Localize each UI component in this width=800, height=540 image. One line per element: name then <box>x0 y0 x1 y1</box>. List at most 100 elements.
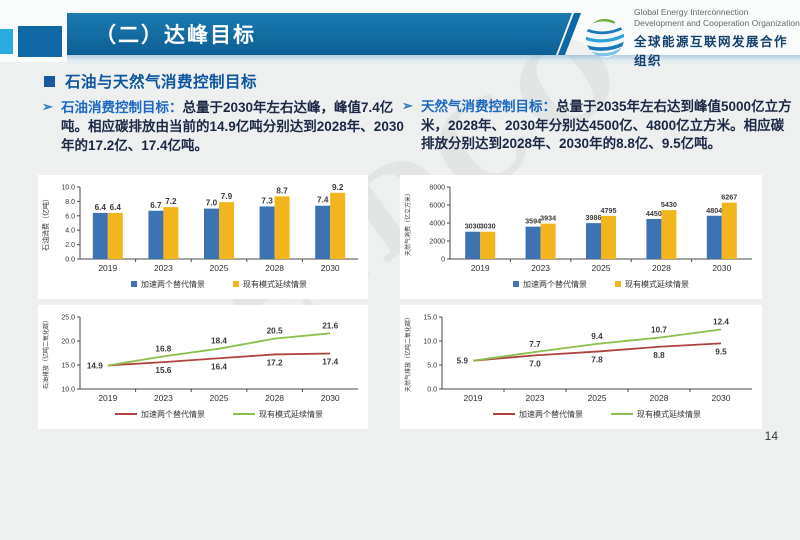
gas-consumption-bar-chart: 0 2000 4000 6000 8000 天然气消费（亿立方米） 2019 2023 2025… <box>404 185 752 289</box>
bar-value-label: 4450 <box>646 209 662 218</box>
legend-label: 加速两个替代情景 <box>141 279 205 289</box>
x-category-label: 2028 <box>650 393 669 403</box>
x-category-label: 2025 <box>210 393 229 403</box>
y-tick-label: 5.0 <box>427 363 437 370</box>
bar-value-label: 7.4 <box>317 196 329 205</box>
bar <box>646 218 662 259</box>
bar <box>92 212 108 259</box>
logo-text-en-line1: Global Energy Interconnection <box>633 7 749 17</box>
bar-value-label: 3030 <box>465 222 481 231</box>
point-value-label: 12.4 <box>713 317 729 326</box>
y-axis-label: 石油排放（亿吨二氧化碳） <box>42 317 50 389</box>
bar <box>540 223 556 259</box>
arrow-bullet-icon: ➢ <box>42 99 53 114</box>
bar <box>465 231 481 259</box>
bar-value-label: 4795 <box>601 206 617 215</box>
legend-marker <box>233 281 239 287</box>
bar <box>721 202 737 259</box>
x-category-label: 2023 <box>154 263 173 273</box>
gas-emissions-line-chart: 0.0 5.0 10.0 15.0 天然气排放（亿吨二氧化碳） 2019 2023 2025 2… <box>404 314 752 419</box>
point-value-label: 16.8 <box>155 344 171 353</box>
point-value-label: 17.4 <box>322 357 338 366</box>
oil-emissions-chart-panel: 10.0 15.0 20.0 25.0 石油排放（亿吨二氧化碳） 2019 2023 2025… <box>38 305 368 429</box>
point-value-label: 7.7 <box>529 340 541 349</box>
y-tick-label: 6.0 <box>65 213 75 220</box>
bar-value-label: 3986 <box>586 213 602 222</box>
bar-value-label: 7.2 <box>165 197 177 206</box>
x-category-label: 2019 <box>98 393 117 403</box>
bar <box>706 215 722 259</box>
geidco-logo: Global Energy Interconnection Developmen… <box>584 7 800 69</box>
y-tick-label: 2.0 <box>65 242 75 249</box>
x-category-label: 2030 <box>712 263 731 273</box>
y-tick-label: 25.0 <box>61 315 75 322</box>
logo-text-cn: 全球能源互联网发展合作组织 <box>633 35 788 69</box>
arrow-bullet-icon: ➢ <box>402 98 413 113</box>
y-axis-label: 石油消费（亿吨） <box>41 195 50 251</box>
y-tick-label: 10.0 <box>423 339 437 346</box>
y-tick-label: 10.0 <box>61 387 75 394</box>
line-series <box>107 352 331 367</box>
section-heading-text: 石油与天然气消费控制目标 <box>65 74 258 91</box>
bar-value-label: 3594 <box>525 217 541 226</box>
bar <box>204 208 219 259</box>
line-series <box>472 328 722 362</box>
y-tick-label: 8000 <box>429 185 445 192</box>
point-value-label: 20.5 <box>267 327 283 336</box>
bar-value-label: 7.0 <box>206 199 218 208</box>
bar <box>259 206 275 259</box>
bar-value-label: 6267 <box>721 193 737 202</box>
bar <box>274 196 290 259</box>
y-tick-label: 15.0 <box>423 315 437 322</box>
point-value-label: 10.7 <box>651 326 667 335</box>
point-value-label: 9.4 <box>591 332 603 341</box>
bar-value-label: 9.2 <box>332 183 344 192</box>
bar <box>315 205 331 259</box>
y-tick-label: 10.0 <box>61 185 75 192</box>
x-category-label: 2025 <box>210 263 229 273</box>
gas-target-bullet: ➢ 天然气消费控制目标：总量于2035年左右达到峰值5000亿立方米，2028年、… <box>402 98 795 154</box>
header-fade-strip <box>67 55 800 64</box>
x-category-label: 2025 <box>588 393 607 403</box>
bar <box>601 215 616 259</box>
point-value-label: 15.6 <box>155 366 171 375</box>
bar-value-label: 7.9 <box>221 192 233 201</box>
bar <box>163 207 179 259</box>
y-tick-label: 6000 <box>429 203 445 210</box>
point-value-label: 7.0 <box>529 359 541 368</box>
x-category-label: 2023 <box>531 263 550 273</box>
y-tick-label: 15.0 <box>61 363 75 370</box>
oil-consumption-chart-panel: 0.0 2.0 4.0 6.0 8.0 10.0 石油消费（亿吨） 2019 2023 2025 2… <box>38 175 368 299</box>
bar <box>586 223 601 259</box>
legend-label: 加速两个替代情景 <box>523 279 587 289</box>
bar <box>148 210 164 259</box>
line-series <box>472 342 722 362</box>
y-tick-label: 8.0 <box>65 199 75 206</box>
bar-value-label: 8.7 <box>276 186 288 195</box>
deco-square-light-blue <box>0 29 13 54</box>
gas-consumption-chart-panel: 0 2000 4000 6000 8000 天然气消费（亿立方米） 2019 2023 2025… <box>400 175 762 299</box>
x-category-label: 2019 <box>98 263 117 273</box>
line-series <box>107 332 331 367</box>
legend-label: 加速两个替代情景 <box>141 409 205 419</box>
point-value-label: 17.2 <box>267 358 283 367</box>
charts-grid: 0.0 2.0 4.0 6.0 8.0 10.0 石油消费（亿吨） 2019 2023 2025 2… <box>38 175 762 429</box>
x-category-label: 2030 <box>712 393 731 403</box>
y-axis-label: 天然气排放（亿吨二氧化碳） <box>404 314 412 392</box>
point-value-label: 16.4 <box>211 362 227 371</box>
legend-marker <box>131 281 137 287</box>
oil-target-text: 总量于2030年左右达峰，峰值7.4亿吨。相应碳排放由当前的14.9亿吨分别达到… <box>61 100 404 153</box>
point-value-label: 21.6 <box>322 321 338 330</box>
oil-consumption-bar-chart: 0.0 2.0 4.0 6.0 8.0 10.0 石油消费（亿吨） 2019 2023 2025 2… <box>41 183 358 289</box>
legend-label: 加速两个替代情景 <box>519 409 583 419</box>
slide: GEIDCO （二）达峰目标 Global Energy Interconnec… <box>0 0 800 443</box>
bar <box>219 202 234 259</box>
x-category-label: 2023 <box>526 393 545 403</box>
bullet-square-icon <box>44 75 55 87</box>
bar-value-label: 6.4 <box>110 203 122 212</box>
point-value-label: 5.9 <box>457 357 469 366</box>
bar <box>107 212 123 259</box>
logo-text-en-line2: Development and Cooperation Organization <box>633 18 800 29</box>
slide-header: （二）达峰目标 <box>67 13 572 55</box>
slide-title: （二）达峰目标 <box>95 24 256 47</box>
